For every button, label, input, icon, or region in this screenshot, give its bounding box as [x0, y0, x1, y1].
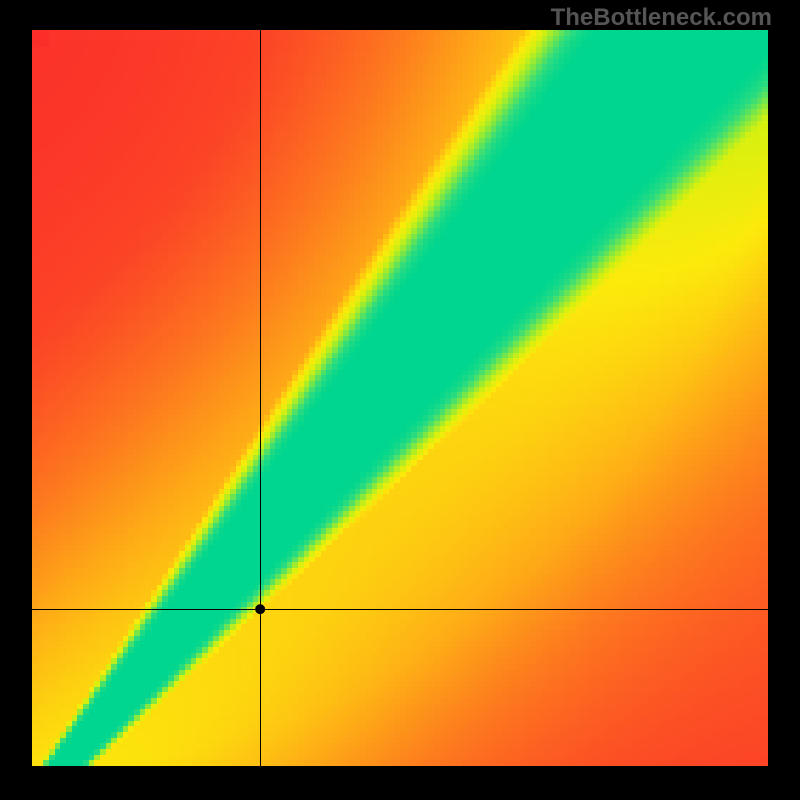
figure-root: TheBottleneck.com — [0, 0, 800, 800]
bottleneck-heatmap — [0, 0, 800, 800]
watermark-text: TheBottleneck.com — [551, 4, 772, 32]
